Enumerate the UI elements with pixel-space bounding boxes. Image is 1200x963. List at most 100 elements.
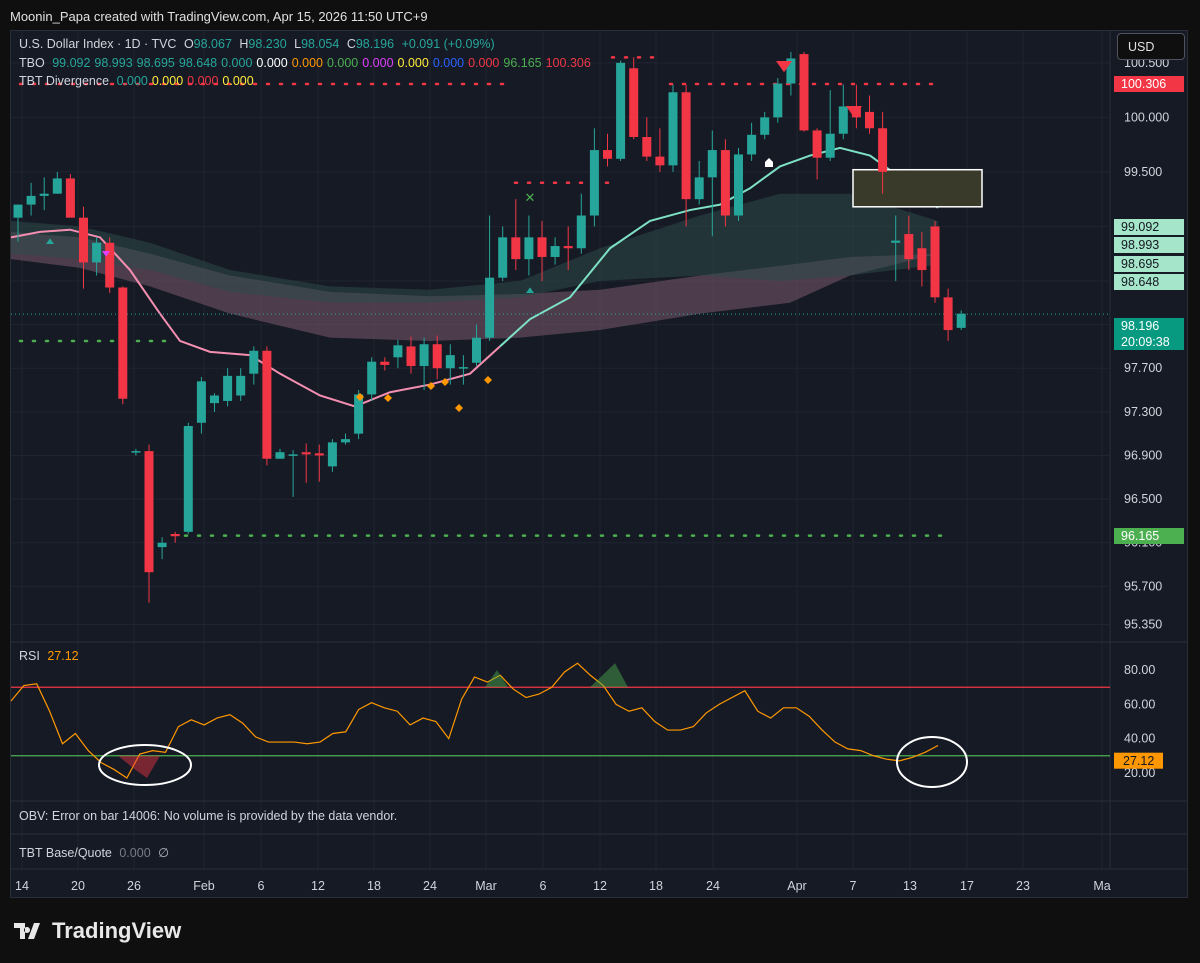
candle-body-44 [589, 150, 599, 216]
candle-body-40 [537, 237, 547, 257]
candle-body-27 [367, 361, 377, 395]
low-value: 98.054 [301, 37, 340, 51]
time-label-15: 13 [903, 879, 917, 893]
time-label-4: 6 [258, 879, 265, 893]
candle-body-19 [262, 350, 272, 459]
rsi-tick-1: 60.00 [1124, 697, 1155, 711]
price-tick-1: 100.000 [1124, 110, 1169, 124]
tradingview-logo-text: TradingView [52, 918, 182, 943]
candle-body-39 [524, 237, 534, 260]
tbo-value-3: 98.648 [178, 56, 218, 70]
tbo-value-9: 0.000 [397, 56, 429, 70]
diamond-signal-4 [455, 404, 463, 412]
tbo-label[interactable]: TBO [19, 56, 45, 70]
price-badge-0: 100.306 [1114, 75, 1184, 92]
candle-body-16 [223, 375, 233, 401]
candle-body-15 [210, 395, 219, 404]
candle-body-60 [799, 54, 809, 131]
symbol-name[interactable]: U.S. Dollar Index · 1D · TVC [19, 37, 177, 51]
candle-body-20 [275, 452, 285, 459]
time-label-11: 18 [649, 879, 663, 893]
time-label-14: 7 [850, 879, 857, 893]
price-badge-2: 98.993 [1114, 237, 1184, 253]
time-label-10: 12 [593, 879, 607, 893]
tbo-value-1: 98.993 [94, 56, 133, 70]
candle-body-52 [694, 177, 704, 200]
annotation-circle-right [896, 736, 968, 788]
white-house-signal-icon [765, 158, 773, 167]
time-label-5: 12 [311, 879, 325, 893]
candle-body-65 [865, 111, 874, 129]
rsi-line [10, 662, 939, 779]
candle-body-22 [301, 452, 311, 455]
high-label: H [239, 37, 249, 51]
candle-body-3 [52, 178, 62, 194]
tbo-legend[interactable]: TBO 99.092 98.993 98.695 98.648 0.000 0.000 0.… [19, 56, 595, 70]
currency-button[interactable]: USD [1117, 33, 1185, 60]
time-label-9: 6 [540, 879, 547, 893]
low-label: L [294, 37, 302, 51]
rsi-tick-0: 80.00 [1124, 663, 1155, 677]
candle-body-2 [39, 193, 49, 196]
candle-body-1 [26, 195, 36, 205]
rsi-legend[interactable]: RSI 27.12 [19, 649, 79, 663]
tbt-divergence-legend[interactable]: TBT Divergence 0.000 0.000 0.000 0.000 [19, 74, 258, 88]
candle-body-32 [432, 344, 442, 369]
time-label-7: 24 [423, 879, 437, 893]
candle-body-7 [105, 242, 115, 288]
candle-body-54 [720, 150, 730, 216]
time-label-17: 23 [1016, 879, 1030, 893]
tbo-value-7: 0.000 [326, 56, 359, 70]
candle-body-63 [838, 106, 848, 134]
time-label-2: 26 [127, 879, 141, 893]
candle-body-10 [144, 451, 154, 573]
candle-body-55 [734, 154, 743, 216]
tbt-base-quote-legend[interactable]: TBT Base/Quote 0.000 ∅ [19, 845, 169, 860]
candle-body-35 [472, 337, 481, 363]
candle-body-38 [511, 237, 521, 260]
price-badge-5: 98.196 [1114, 318, 1184, 334]
candle-body-13 [183, 426, 193, 532]
chart-container[interactable] [10, 30, 1188, 898]
tbo-cloud-pink [11, 231, 938, 341]
candle-body-71 [943, 297, 953, 331]
rsi-tick-3: 20.00 [1124, 766, 1155, 780]
candle-body-47 [629, 68, 639, 137]
tbo-value-6: 0.000 [291, 56, 323, 70]
candle-body-28 [380, 361, 390, 365]
candle-body-72 [956, 313, 966, 328]
symbol-legend[interactable]: U.S. Dollar Index · 1D · TVC O98.067 H98… [19, 37, 499, 51]
candle-body-70 [930, 226, 940, 298]
rsi-value: 27.12 [47, 649, 79, 663]
candle-body-41 [550, 246, 560, 257]
candle-body-34 [458, 367, 468, 369]
rsi-oversold-fill [118, 755, 160, 779]
candle-body-69 [917, 248, 927, 271]
time-label-13: Apr [787, 879, 806, 893]
tbt-base-quote-label[interactable]: TBT Base/Quote [19, 846, 112, 860]
divergence-triangle-magenta [102, 251, 110, 257]
candle-body-49 [655, 156, 665, 166]
candle-body-53 [707, 150, 717, 178]
candle-body-46 [616, 62, 626, 159]
diamond-signal-0 [356, 393, 364, 401]
time-label-0: 14 [15, 879, 29, 893]
price-badge-4: 98.648 [1114, 274, 1184, 290]
high-value: 98.230 [248, 37, 287, 51]
sell-signal-triangle-1 [776, 61, 792, 73]
diamond-signal-2 [427, 382, 435, 390]
candle-body-21 [288, 454, 298, 456]
candle-body-33 [445, 355, 455, 369]
diamond-signal-1 [384, 394, 392, 402]
rsi-label[interactable]: RSI [19, 649, 40, 663]
tbt-divergence-label[interactable]: TBT Divergence [19, 74, 110, 88]
candle-body-11 [157, 542, 167, 548]
price-tick-6: 97.700 [1124, 361, 1162, 375]
candle-body-50 [668, 92, 678, 166]
candle-body-5 [79, 217, 88, 263]
candle-body-0 [13, 204, 23, 218]
candle-body-31 [419, 344, 429, 367]
candle-body-26 [354, 394, 364, 434]
price-tick-2: 99.500 [1124, 165, 1162, 179]
